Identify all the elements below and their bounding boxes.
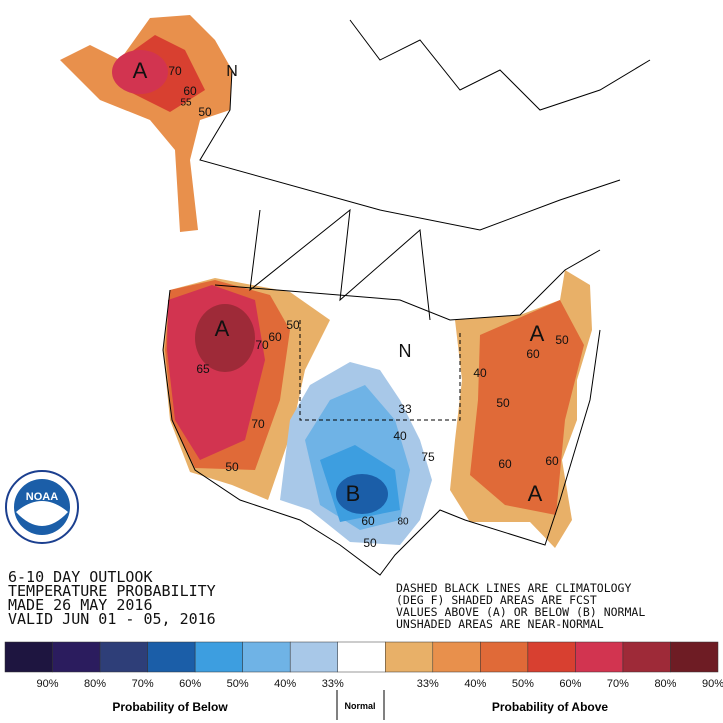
note-line: (DEG F) SHADED AREAS ARE FCST: [396, 593, 597, 607]
coast: [162, 289, 601, 576]
legend-swatch: [527, 641, 576, 673]
legend-swatch: [99, 641, 148, 673]
legend-swatch: [385, 641, 434, 673]
below-title: Probability of Below: [112, 700, 228, 714]
notes: DASHED BLACK LINES ARE CLIMATOLOGY (DEG …: [396, 581, 645, 631]
legend-label: 50%: [227, 678, 249, 690]
map-label: 33: [398, 402, 412, 416]
legend-swatch: [147, 641, 196, 673]
legend-label: 40%: [274, 678, 296, 690]
map-label: A: [215, 316, 230, 341]
border: [214, 249, 601, 321]
legend-label: 60%: [559, 678, 581, 690]
provinces: [249, 208, 431, 321]
legend-label: 50%: [512, 678, 534, 690]
map-label: 65: [196, 362, 210, 376]
legend-label: 60%: [179, 678, 201, 690]
south-core: [336, 474, 388, 514]
legend-label: 40%: [464, 678, 486, 690]
above-title: Probability of Above: [492, 700, 609, 714]
map-label: 60: [361, 514, 375, 528]
header-line: VALID JUN 01 - 05, 2016: [8, 610, 216, 628]
legend-swatch: [432, 641, 481, 673]
map-label: 75: [421, 450, 435, 464]
map-label: 50: [363, 536, 377, 550]
legend-label: 90%: [702, 678, 723, 690]
legend-swatch: [337, 641, 386, 673]
header: 6-10 DAY OUTLOOK TEMPERATURE PROBABILITY…: [8, 568, 216, 628]
note-line: UNSHADED AREAS ARE NEAR-NORMAL: [396, 617, 604, 631]
legend-swatch: [194, 641, 243, 673]
header-line: TEMPERATURE PROBABILITY: [8, 582, 216, 600]
map-label: 70: [168, 64, 182, 78]
map-label: 50: [496, 396, 510, 410]
east-above-inner: [470, 300, 584, 515]
map-label: 60: [183, 84, 197, 98]
map-label: 55: [180, 98, 192, 109]
legend-swatch: [242, 641, 291, 673]
west-core: [195, 304, 255, 372]
logo-swoosh: [16, 501, 68, 526]
header-line: MADE 26 MAY 2016: [8, 596, 153, 614]
arctic: [349, 19, 651, 111]
noaa-logo: NOAA: [5, 470, 79, 544]
legend-label: 80%: [654, 678, 676, 690]
map-label: 60: [545, 454, 559, 468]
map-label: 50: [286, 318, 300, 332]
map-label: B: [346, 481, 361, 506]
map-label: N: [226, 63, 238, 80]
normal-title: Normal: [344, 701, 375, 711]
map-label: 50: [555, 333, 569, 347]
map-label: 50: [225, 460, 239, 474]
legend-swatch: [4, 641, 53, 673]
legend-swatch: [289, 641, 338, 673]
legend-label: 70%: [607, 678, 629, 690]
map-label: N: [399, 341, 412, 361]
logo-text: NOAA: [26, 491, 58, 503]
map-label: 50: [198, 105, 212, 119]
legend-swatch: [670, 641, 719, 673]
map-label: 60: [498, 457, 512, 471]
legend-swatch: [575, 641, 624, 673]
alaska-core: [112, 50, 168, 94]
map-label: 70: [255, 338, 269, 352]
legend-label: 33%: [322, 678, 344, 690]
note-line: VALUES ABOVE (A) OR BELOW (B) NORMAL: [396, 605, 645, 619]
map-label: 40: [393, 429, 407, 443]
map-label: A: [530, 321, 545, 346]
legend-label: 80%: [84, 678, 106, 690]
shading: [60, 15, 592, 548]
legend-swatch: [622, 641, 671, 673]
map-label: 70: [251, 417, 265, 431]
map-label: 40: [473, 366, 487, 380]
boundaries: [162, 19, 651, 576]
map-label: A: [528, 481, 543, 506]
header-line: 6-10 DAY OUTLOOK: [8, 568, 153, 586]
map-label: 80: [397, 517, 409, 528]
climatology: [299, 320, 461, 421]
legend-label: 70%: [132, 678, 154, 690]
legend-label: 90%: [37, 678, 59, 690]
legend-swatch: [480, 641, 529, 673]
map-label: 60: [526, 347, 540, 361]
legend: 90% 80% 70% 60% 50% 40% 33% 33% 40% 50% 60% 70% 80% 9…: [4, 641, 723, 690]
note-line: DASHED BLACK LINES ARE CLIMATOLOGY: [396, 581, 631, 595]
map-label: A: [133, 58, 148, 83]
legend-swatch: [52, 641, 101, 673]
map-label: 60: [268, 330, 282, 344]
legend-label: 33%: [417, 678, 439, 690]
border: [199, 69, 621, 231]
